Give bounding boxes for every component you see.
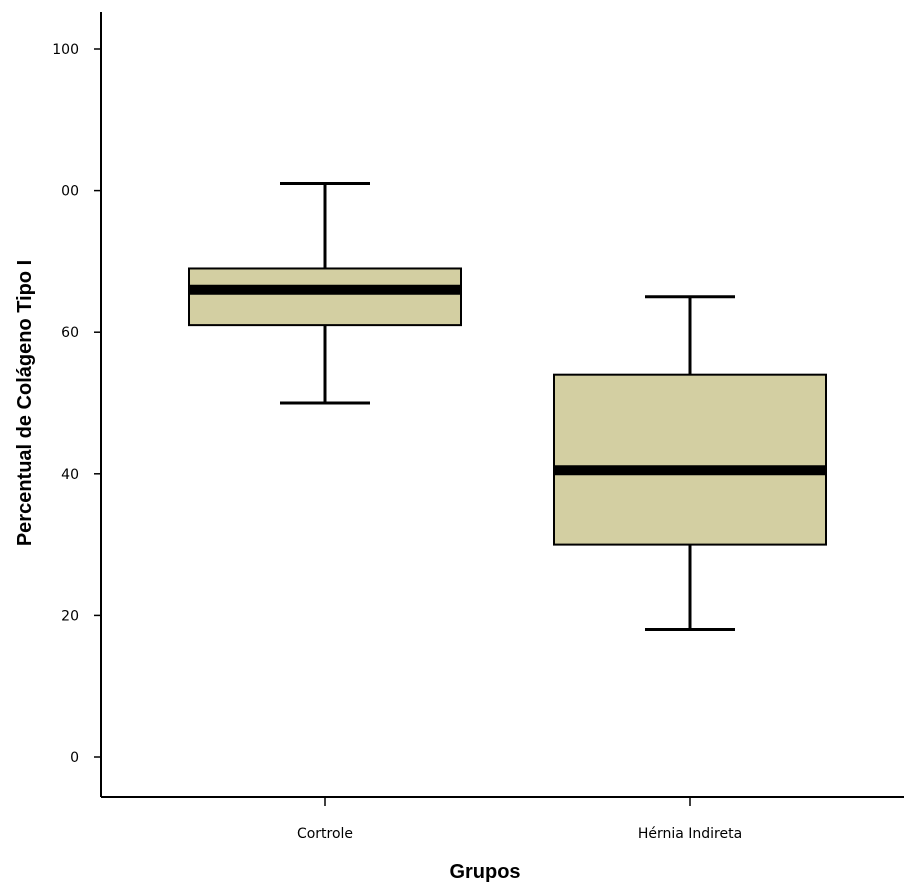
box-group (553, 295, 827, 632)
x-axis-title: Grupos (449, 861, 520, 883)
box-group (188, 182, 462, 405)
y-axis-title: Percentual de Colágeno Tipo I (14, 260, 36, 546)
y-tick-label: 100 (52, 42, 79, 58)
y-axis-ticks: 0 20 40 60 00 100 (52, 42, 101, 766)
x-tick-label: Cortrole (297, 826, 353, 842)
y-tick-label: 60 (61, 325, 79, 341)
box-plot-series (188, 182, 827, 632)
y-tick-label: 0 (70, 750, 79, 766)
y-tick-label: 00 (61, 184, 79, 200)
y-tick-label: 40 (61, 467, 79, 483)
interquartile-box (553, 373, 827, 546)
interquartile-box (188, 267, 462, 327)
y-tick-label: 20 (61, 608, 79, 624)
x-axis-ticks: Cortrole Hérnia Indireta (297, 797, 742, 842)
x-tick-label: Hérnia Indireta (638, 826, 742, 842)
